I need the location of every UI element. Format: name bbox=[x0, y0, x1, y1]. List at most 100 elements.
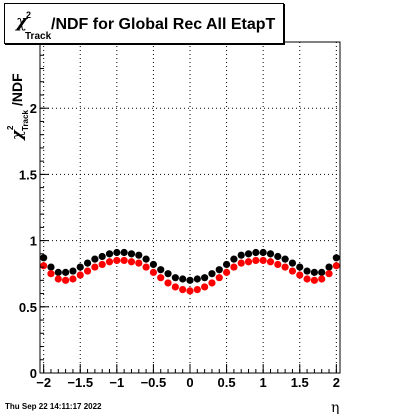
data-point bbox=[98, 252, 106, 261]
title-text: /NDF for Global Rec All EtapT bbox=[51, 16, 276, 33]
data-point bbox=[259, 248, 267, 257]
data-point bbox=[164, 279, 172, 287]
data-point bbox=[266, 250, 275, 258]
data-point bbox=[40, 262, 48, 270]
y-tick-label: 1.5 bbox=[19, 167, 37, 182]
x-tick-label: 1.5 bbox=[291, 375, 309, 390]
data-point bbox=[179, 275, 187, 283]
data-point bbox=[193, 285, 201, 294]
data-point bbox=[47, 263, 55, 271]
data-point bbox=[127, 250, 136, 258]
data-point bbox=[76, 271, 84, 279]
title-box: χ 2 Track /NDF for Global Rec All EtapT bbox=[4, 3, 284, 44]
data-point bbox=[164, 270, 172, 278]
data-point bbox=[318, 275, 326, 283]
data-point bbox=[69, 267, 77, 275]
y-axis-title-text: /NDF bbox=[9, 73, 25, 106]
plot-frame bbox=[39, 41, 341, 374]
data-point bbox=[332, 262, 340, 270]
data-point bbox=[149, 260, 158, 269]
title-superscript: 2 bbox=[26, 10, 32, 20]
data-point bbox=[179, 285, 187, 294]
axis-ticks bbox=[40, 41, 337, 374]
data-point bbox=[98, 260, 106, 269]
data-point bbox=[40, 254, 48, 262]
data-point bbox=[215, 266, 223, 274]
y-axis-title-symbol: χ bbox=[8, 129, 26, 141]
data-point bbox=[120, 256, 128, 265]
y-axis-title-sup: 2 bbox=[6, 125, 15, 130]
data-point bbox=[76, 263, 84, 271]
data-point bbox=[47, 270, 55, 278]
data-point bbox=[296, 263, 304, 271]
series-1 bbox=[40, 248, 340, 284]
y-tick-label: 0 bbox=[30, 366, 37, 381]
x-tick-label: 0.5 bbox=[218, 375, 236, 390]
data-point bbox=[171, 283, 179, 291]
data-point bbox=[201, 283, 209, 291]
data-point bbox=[244, 258, 253, 266]
data-point bbox=[149, 268, 158, 276]
title-symbol: χ bbox=[16, 12, 28, 32]
title-subscript: Track bbox=[25, 31, 52, 42]
y-axis-title: χ 2 Track /NDF bbox=[6, 73, 30, 141]
data-point bbox=[222, 268, 231, 276]
data-point bbox=[274, 260, 282, 269]
data-point bbox=[222, 260, 231, 269]
data-point bbox=[281, 255, 289, 263]
x-tick-label: −1 bbox=[109, 375, 124, 390]
data-series bbox=[40, 248, 340, 295]
data-point bbox=[62, 276, 70, 284]
data-point bbox=[244, 250, 253, 258]
data-point bbox=[325, 263, 333, 271]
x-tick-label: −0.5 bbox=[141, 375, 167, 390]
data-point bbox=[120, 248, 128, 257]
data-point bbox=[208, 279, 216, 287]
data-point bbox=[266, 258, 275, 266]
x-tick-label: 0 bbox=[186, 375, 193, 390]
data-point bbox=[201, 274, 209, 282]
x-tick-label: −1.5 bbox=[67, 375, 93, 390]
data-point bbox=[303, 275, 311, 283]
data-point bbox=[310, 268, 318, 276]
data-point bbox=[303, 267, 311, 275]
data-point bbox=[259, 256, 267, 265]
data-point bbox=[252, 256, 260, 265]
data-point bbox=[113, 256, 121, 265]
data-point bbox=[54, 268, 62, 276]
data-point bbox=[237, 259, 245, 267]
data-point bbox=[208, 270, 216, 278]
data-point bbox=[91, 263, 99, 271]
data-point bbox=[237, 251, 245, 259]
data-point bbox=[288, 267, 297, 275]
data-point bbox=[69, 275, 77, 283]
data-point bbox=[310, 276, 318, 284]
data-point bbox=[171, 274, 179, 282]
x-axis-title: η bbox=[331, 400, 339, 414]
data-point bbox=[54, 275, 62, 283]
date-stamp: Thu Sep 22 14:11:17 2022 bbox=[5, 402, 102, 411]
data-point bbox=[91, 255, 99, 263]
data-point bbox=[83, 259, 92, 267]
data-point bbox=[142, 255, 150, 263]
y-tick-label: 1 bbox=[30, 234, 37, 249]
data-point bbox=[62, 268, 70, 276]
data-point bbox=[215, 274, 223, 282]
tick-labels: −2 −1.5 −1 −0.5 0 0.5 1 1.5 2 0 0.5 1 1.5 2 bbox=[19, 101, 340, 390]
data-point bbox=[186, 276, 194, 284]
data-point bbox=[325, 270, 333, 278]
data-point bbox=[332, 254, 340, 262]
data-point bbox=[230, 263, 238, 271]
data-point bbox=[252, 248, 260, 257]
data-point bbox=[105, 250, 114, 258]
y-axis-title-sub: Track bbox=[21, 110, 30, 131]
data-point bbox=[83, 267, 92, 275]
y-tick-label: 0.5 bbox=[19, 300, 37, 315]
data-point bbox=[157, 274, 165, 282]
x-tick-label: −2 bbox=[36, 375, 51, 390]
data-point bbox=[288, 259, 297, 267]
data-point bbox=[186, 287, 194, 295]
data-point bbox=[193, 275, 201, 283]
data-point bbox=[127, 258, 136, 266]
